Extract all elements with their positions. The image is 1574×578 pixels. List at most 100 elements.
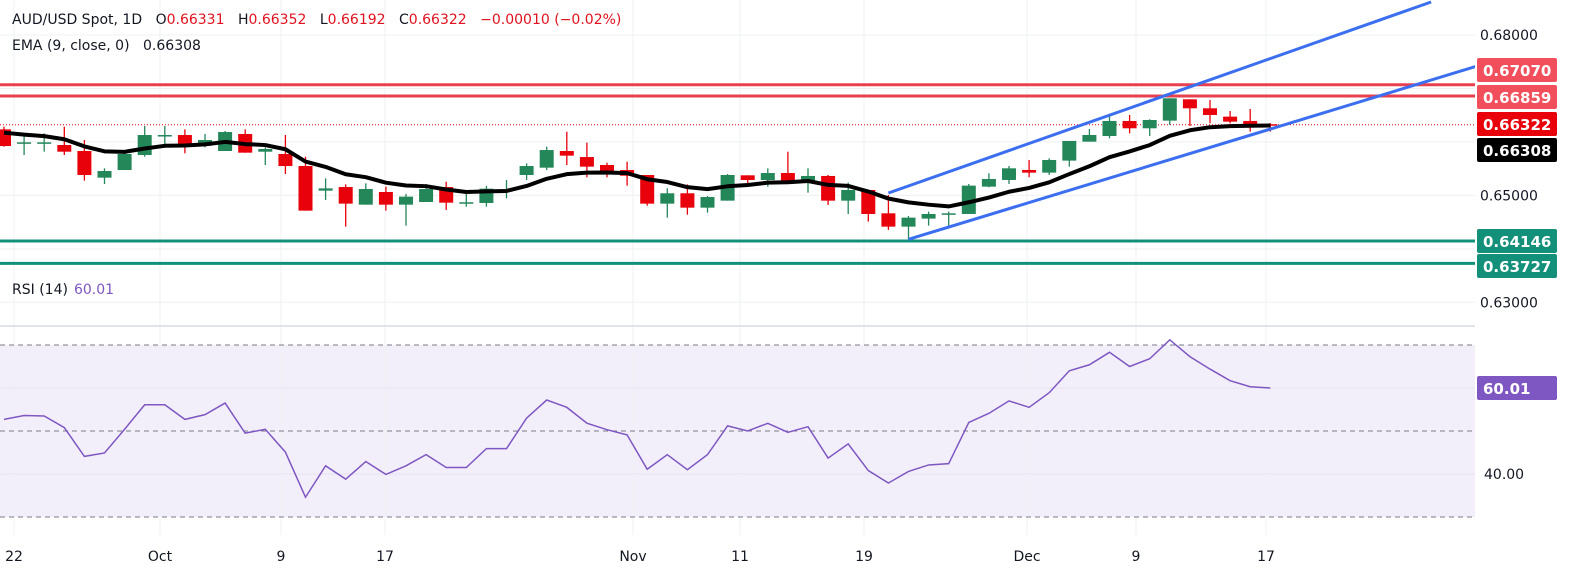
symbol-title: AUD/USD Spot, 1D: [12, 12, 143, 28]
rsi-legend: RSI (14) 60.01: [12, 282, 114, 298]
candle-body: [961, 185, 976, 214]
candle-body: [1022, 169, 1037, 173]
candle-body: [519, 166, 534, 175]
candle: [559, 131, 574, 166]
candle-body: [1002, 168, 1016, 180]
candle: [0, 126, 11, 147]
candle-body: [1042, 159, 1057, 173]
last-price-tag-bg: [1477, 112, 1557, 136]
candle: [1243, 108, 1258, 132]
candle-body: [57, 145, 72, 152]
candle: [961, 183, 976, 214]
candle: [399, 193, 413, 226]
candle: [117, 151, 132, 171]
candle: [97, 168, 112, 185]
time-axis-label: Oct: [148, 549, 173, 565]
high-label: H: [237, 12, 249, 28]
low-value: 0.66192: [327, 12, 386, 28]
candle-body: [841, 189, 856, 201]
candle: [479, 186, 494, 207]
support-price-tag-bg: [1477, 229, 1557, 253]
candle-body: [981, 178, 996, 187]
candle: [157, 125, 172, 146]
open-value: 0.66331: [166, 12, 225, 28]
ema-price-tag: 0.66308: [1483, 142, 1551, 160]
time-axis-label: 17: [1257, 549, 1275, 565]
candle: [1022, 159, 1037, 178]
candle: [1203, 99, 1217, 124]
candle-body: [680, 193, 695, 208]
candle: [539, 146, 554, 171]
candle: [278, 135, 293, 174]
candle: [881, 194, 896, 230]
candle-body: [941, 213, 956, 215]
candle-body: [579, 157, 594, 167]
candle-body: [1263, 124, 1278, 126]
close-label: C: [399, 12, 409, 28]
candle-body: [1062, 140, 1077, 161]
resistance-price-tag-bg: [1477, 85, 1557, 109]
candle-body: [760, 173, 775, 181]
candle-body: [1082, 134, 1097, 142]
price-axis-label: 0.65000: [1480, 188, 1538, 204]
candle-body: [1142, 119, 1157, 129]
candle: [1102, 115, 1117, 139]
candle-body: [1102, 120, 1117, 136]
candle: [1062, 140, 1077, 167]
change-value: −0.00010 (−0.02%): [480, 12, 622, 28]
candle-body: [137, 135, 152, 156]
candle-body: [700, 197, 715, 208]
candle-body: [1182, 99, 1197, 109]
candle-body: [861, 189, 876, 214]
candle: [1002, 165, 1016, 184]
candle-body: [821, 175, 836, 201]
ema-label: EMA (9, close, 0): [12, 38, 130, 54]
candle-body: [278, 153, 293, 167]
candle: [1082, 128, 1097, 142]
support-price-tag-bg: [1477, 254, 1557, 278]
candle: [238, 129, 253, 153]
price-axis-label: 0.63000: [1480, 295, 1538, 311]
candle: [459, 193, 474, 207]
candle-body: [780, 173, 795, 181]
candle-body: [177, 135, 192, 145]
candle-body: [559, 151, 574, 156]
candle-body: [1162, 98, 1177, 121]
candle-body: [97, 170, 112, 178]
candle: [1162, 98, 1177, 125]
candle-body: [459, 202, 474, 204]
time-axis-label: Nov: [619, 549, 646, 565]
candle: [901, 215, 916, 240]
time-axis-label: 22: [5, 549, 23, 565]
candle-body: [600, 165, 614, 172]
time-axis-label: 19: [855, 549, 873, 565]
rsi-value: 60.01: [73, 282, 115, 298]
candle: [439, 181, 454, 211]
time-axis-label: 11: [731, 549, 749, 565]
candle: [660, 188, 675, 218]
candle: [600, 162, 614, 178]
candle-body: [399, 196, 413, 205]
open-label: O: [155, 12, 167, 28]
candle-body: [318, 188, 333, 191]
ema-price-tag-bg: [1477, 138, 1557, 162]
candle-body: [660, 193, 675, 204]
rsi-line: [3, 338, 1271, 499]
candle: [378, 186, 393, 211]
candle: [318, 178, 333, 201]
resistance-price-tag: 0.66859: [1483, 89, 1551, 107]
rsi-value-tag-bg: [1477, 376, 1557, 400]
candle: [17, 133, 32, 156]
close-value: 0.66322: [408, 12, 467, 28]
channel-lower-line: [908, 65, 1475, 241]
candle: [680, 184, 695, 215]
candle: [358, 183, 373, 205]
candle: [700, 196, 715, 213]
candle-body: [801, 175, 815, 181]
rsi-value-tag: 60.01: [1483, 380, 1530, 398]
channel-upper-line: [887, 0, 1432, 195]
candle-body: [0, 129, 11, 147]
candle-body: [338, 187, 353, 204]
time-axis-label: 9: [1132, 549, 1141, 565]
